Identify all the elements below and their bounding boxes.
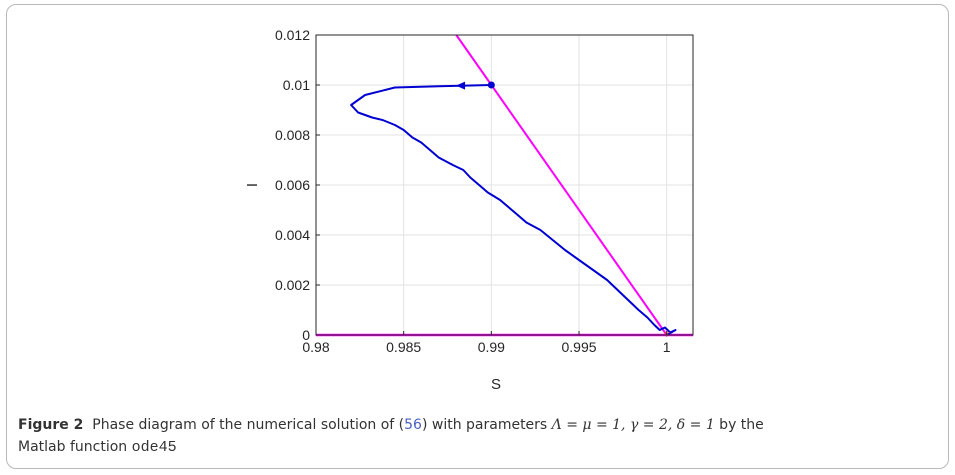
x-tick-label: 0.99 <box>478 339 505 355</box>
y-tick-label: 0 <box>302 327 310 343</box>
function-name: ode45 <box>131 439 177 456</box>
figure-frame <box>6 4 949 469</box>
caption-text-pre: Phase diagram of the numerical solution … <box>92 417 405 433</box>
figure-caption: Figure 2 Phase diagram of the numerical … <box>18 414 938 459</box>
caption-text-mid: ) with parameters <box>421 417 552 433</box>
y-tick-label: 0.004 <box>275 227 310 243</box>
x-tick-label: 0.98 <box>302 339 329 355</box>
y-tick-label: 0.002 <box>275 277 310 293</box>
caption-text-post: by the <box>714 417 764 433</box>
direction-arrow <box>456 81 466 90</box>
axes: 0.98 0.985 0.99 0.995 1 0 0.002 0.004 0.006 0.008… <box>275 27 694 355</box>
x-tick-label: 0.995 <box>561 339 596 355</box>
equation-reference-link[interactable]: 56 <box>404 417 422 433</box>
initial-point-marker <box>487 81 495 89</box>
y-tick-label: 0.012 <box>275 27 310 43</box>
y-tick-label: 0.008 <box>275 127 310 143</box>
x-axis-label: S <box>491 376 501 393</box>
x-tick-label: 1 <box>663 339 671 355</box>
y-tick-label: 0.01 <box>283 77 310 93</box>
series-layer: * <box>316 34 693 345</box>
figure-label: Figure 2 <box>18 417 84 433</box>
caption-line2: Matlab function <box>18 439 132 455</box>
trajectory-series <box>350 84 677 336</box>
caption-parameters: Λ = μ = 1, γ = 2, δ = 1 <box>551 417 715 433</box>
grid <box>315 34 693 336</box>
y-tick-label: 0.006 <box>275 177 310 193</box>
plot-box <box>315 34 694 336</box>
equilibrium-marker: * <box>663 329 670 345</box>
x-tick-label: 0.985 <box>386 339 421 355</box>
y-axis-label: I <box>244 183 261 187</box>
phase-diagram-chart: * 0.98 0.985 0.99 0.995 1 0 0.002 0.004 0.006 0.0… <box>244 27 694 393</box>
